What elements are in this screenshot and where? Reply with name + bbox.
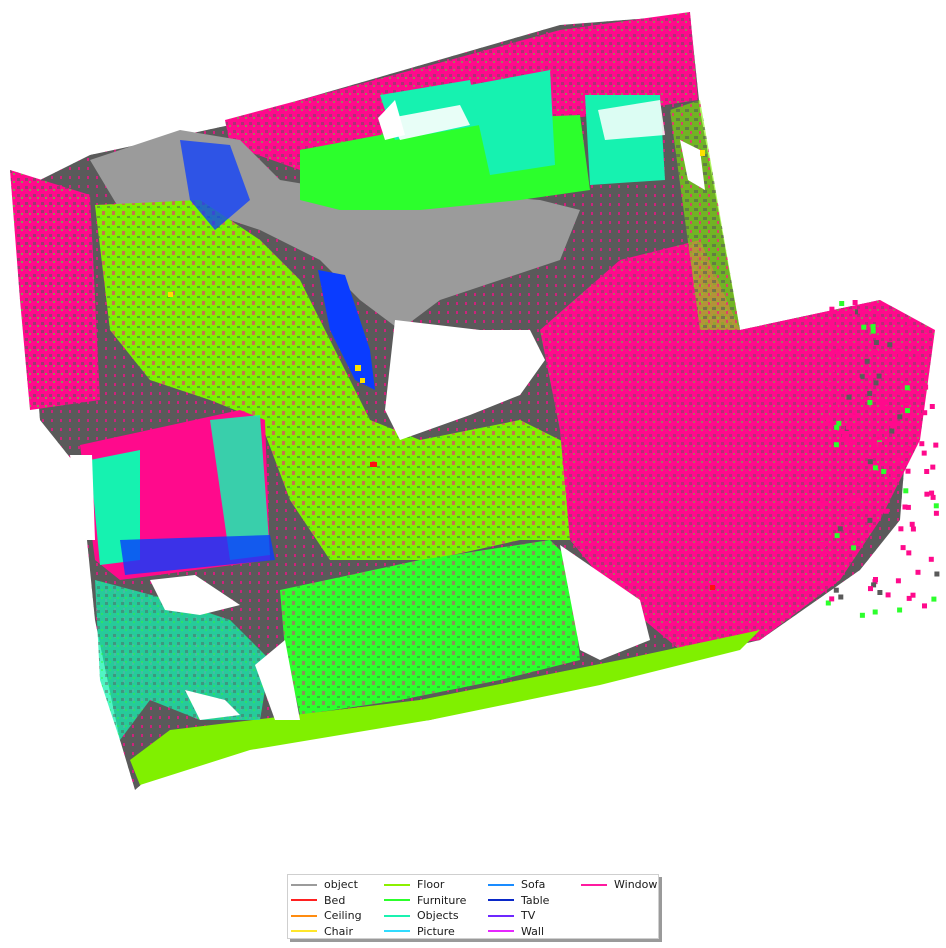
legend-swatch [488,899,514,902]
legend-label: Wall [521,924,545,938]
legend-entry-object: object [291,877,384,893]
legend-swatch [581,883,607,886]
legend-label: Floor [417,878,445,892]
segment-objects-bottom-left [95,580,270,740]
legend-entry-wall: Wall [488,924,581,940]
segment-floor-bottom [130,630,760,785]
legend-swatch [488,914,514,917]
legend-swatch [384,930,410,933]
legend-swatch [384,883,410,886]
legend: object Bed Ceiling Chair Floor Furniture Objec… [287,874,659,939]
segment-chair-specks [168,150,715,590]
legend-swatch [291,914,317,917]
legend-label: Window [614,878,658,892]
legend-label: Sofa [521,878,546,892]
empty-regions [70,100,705,720]
legend-label: Objects [417,909,459,923]
legend-entry-chair: Chair [291,924,384,940]
legend-label: Bed [324,893,346,907]
legend-swatch [384,899,410,902]
legend-entry-picture: Picture [384,924,488,940]
legend-entry-floor: Floor [384,877,488,893]
segment-floor [95,200,640,560]
legend-label: Furniture [417,893,467,907]
legend-entry-table: Table [488,893,581,909]
legend-label: Picture [417,924,455,938]
legend-grid: object Bed Ceiling Chair Floor Furniture Objec… [291,877,661,939]
legend-swatch [291,930,317,933]
legend-swatch [291,899,317,902]
legend-label: Ceiling [324,909,362,923]
legend-entry-furniture: Furniture [384,893,488,909]
segment-window-right [540,240,935,650]
legend-entry-tv: TV [488,908,581,924]
legend-entry-ceiling: Ceiling [291,908,384,924]
edge-points [820,300,940,618]
segment-objects-left [80,410,275,580]
legend-entry-bed: Bed [291,893,384,909]
legend-label: object [324,878,358,892]
legend-entry-window: Window [581,877,661,893]
legend-swatch [384,914,410,917]
legend-swatch [291,883,317,886]
legend-label: TV [521,909,536,923]
legend-swatch [488,883,514,886]
legend-entry-objects: Objects [384,908,488,924]
legend-entry-sofa: Sofa [488,877,581,893]
segment-table [180,140,375,390]
segment-window-left [10,170,100,410]
legend-swatch [488,930,514,933]
legend-label: Table [521,893,550,907]
segment-furniture-lower [280,540,580,715]
legend-label: Chair [324,924,353,938]
